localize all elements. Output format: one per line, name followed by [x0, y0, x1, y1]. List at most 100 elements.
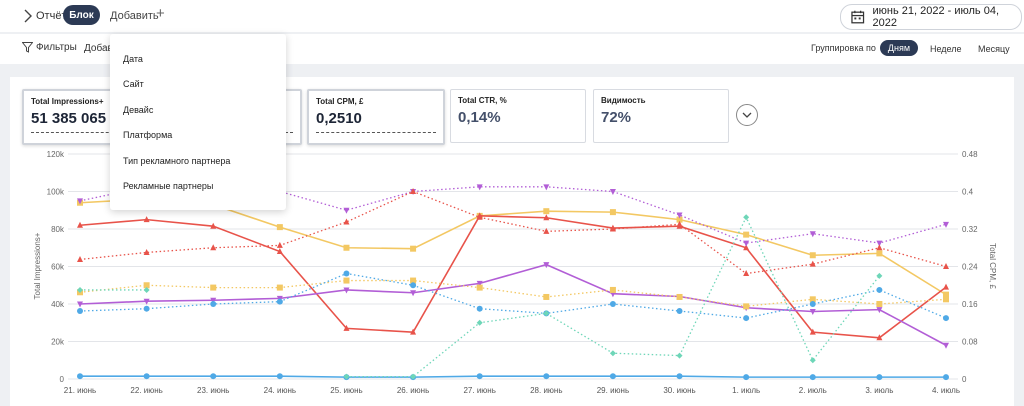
- grouping-option-week[interactable]: Неделе: [930, 44, 962, 54]
- data-point: [476, 305, 483, 312]
- data-point: [876, 244, 883, 251]
- data-point: [343, 207, 350, 214]
- x-tick: 30. июнь: [663, 386, 695, 395]
- y-tick-right: 0.08: [962, 338, 978, 347]
- data-point: [143, 216, 150, 223]
- x-tick: 2. июль: [799, 386, 827, 395]
- menu-item-platform[interactable]: Платформа: [123, 130, 173, 140]
- data-point: [210, 284, 217, 291]
- kpi-underline: [316, 132, 436, 133]
- breadcrumb-report[interactable]: Отчёт: [36, 10, 67, 22]
- data-point: [276, 248, 283, 254]
- data-point: [476, 184, 483, 191]
- y-tick-left: 0: [60, 375, 65, 384]
- series-line: [80, 375, 946, 378]
- data-point: [676, 293, 683, 300]
- y-tick-right: 0.4: [962, 188, 974, 197]
- data-point: [543, 208, 550, 215]
- data-point: [943, 342, 949, 349]
- data-point: [276, 373, 283, 380]
- data-point: [343, 277, 350, 284]
- data-point: [410, 373, 417, 380]
- data-point: [809, 231, 816, 238]
- data-point: [210, 301, 217, 307]
- data-point: [943, 291, 949, 298]
- data-point: [343, 218, 350, 225]
- data-point: [476, 284, 483, 291]
- x-tick: 3. июль: [865, 386, 893, 395]
- kpi-label: Total Impressions+: [31, 97, 104, 106]
- grouping-option-days[interactable]: Дням: [880, 40, 918, 56]
- data-point: [609, 286, 616, 293]
- data-point: [410, 290, 417, 297]
- data-point: [343, 373, 350, 380]
- data-point: [876, 250, 883, 257]
- grouping-label: Группировка по: [811, 43, 876, 53]
- menu-item-site[interactable]: Сайт: [123, 79, 144, 89]
- kpi-value: 0,2510: [316, 110, 362, 127]
- add-filter-button[interactable]: Добав: [84, 43, 113, 54]
- data-point: [143, 282, 150, 289]
- data-point: [876, 240, 883, 247]
- data-point: [143, 286, 150, 293]
- x-tick: 28. июнь: [530, 386, 562, 395]
- menu-item-date[interactable]: Дата: [123, 54, 143, 64]
- y-tick-right: 0: [962, 375, 967, 384]
- x-tick: 4. июль: [932, 386, 960, 395]
- data-point: [77, 255, 83, 262]
- data-point: [943, 263, 949, 269]
- y-tick-right: 0.32: [962, 225, 978, 234]
- kpi-card-ctr[interactable]: Total CTR, % 0,14%: [450, 89, 586, 143]
- data-point: [476, 319, 483, 326]
- menu-item-partners[interactable]: Рекламные партнеры: [123, 181, 214, 191]
- data-point: [676, 308, 683, 315]
- data-point: [476, 213, 483, 220]
- data-point: [809, 374, 816, 381]
- y-tick-right: 0.16: [962, 300, 978, 309]
- kpi-value: 72%: [601, 109, 632, 126]
- block-pill[interactable]: Блок: [63, 5, 100, 25]
- data-point: [77, 221, 83, 228]
- data-point: [210, 244, 217, 251]
- data-point: [943, 221, 949, 228]
- kpi-card-visibility[interactable]: Видимость 72%: [593, 89, 729, 143]
- kpi-value: 51 385 065: [31, 110, 107, 127]
- x-tick: 22. июнь: [130, 386, 162, 395]
- plus-icon[interactable]: +: [156, 5, 165, 22]
- series-line: [79, 279, 947, 307]
- data-point: [809, 309, 816, 315]
- kpi-card-cpm[interactable]: Total CPM, £ 0,2510: [307, 89, 445, 145]
- x-tick: 1. июль: [732, 386, 760, 395]
- data-point: [410, 245, 417, 252]
- y-tick-left: 40k: [51, 300, 65, 309]
- menu-item-device[interactable]: Девайс: [123, 105, 154, 115]
- expand-kpis-button[interactable]: [736, 104, 758, 126]
- filters-button[interactable]: Фильтры: [22, 42, 77, 53]
- y-tick-right: 0.24: [962, 263, 978, 272]
- data-point: [676, 212, 683, 219]
- series-line: [79, 272, 947, 319]
- kpi-label: Видимость: [601, 96, 646, 105]
- menu-item-partner-type[interactable]: Тип рекламного партнера: [123, 156, 231, 166]
- data-point: [210, 222, 217, 229]
- chevron-right-icon[interactable]: [24, 9, 32, 23]
- x-tick: 23. июнь: [197, 386, 229, 395]
- add-button[interactable]: Добавить: [110, 10, 159, 22]
- y-tick-left: 20k: [51, 338, 65, 347]
- x-tick: 25. июнь: [330, 386, 362, 395]
- data-point: [543, 227, 550, 234]
- data-point: [143, 298, 150, 305]
- data-point: [343, 244, 350, 251]
- grouping-option-month[interactable]: Месяцу: [978, 44, 1010, 54]
- data-point: [809, 328, 816, 335]
- date-range-picker[interactable]: июнь 21, 2022 - июль 04, 2022: [840, 4, 1022, 30]
- data-point: [543, 184, 550, 191]
- data-point: [276, 284, 283, 291]
- data-point: [676, 373, 683, 380]
- data-point: [276, 241, 283, 248]
- data-point: [77, 308, 83, 315]
- data-point: [809, 301, 816, 307]
- chevron-down-icon: [742, 112, 752, 118]
- data-point: [943, 283, 949, 290]
